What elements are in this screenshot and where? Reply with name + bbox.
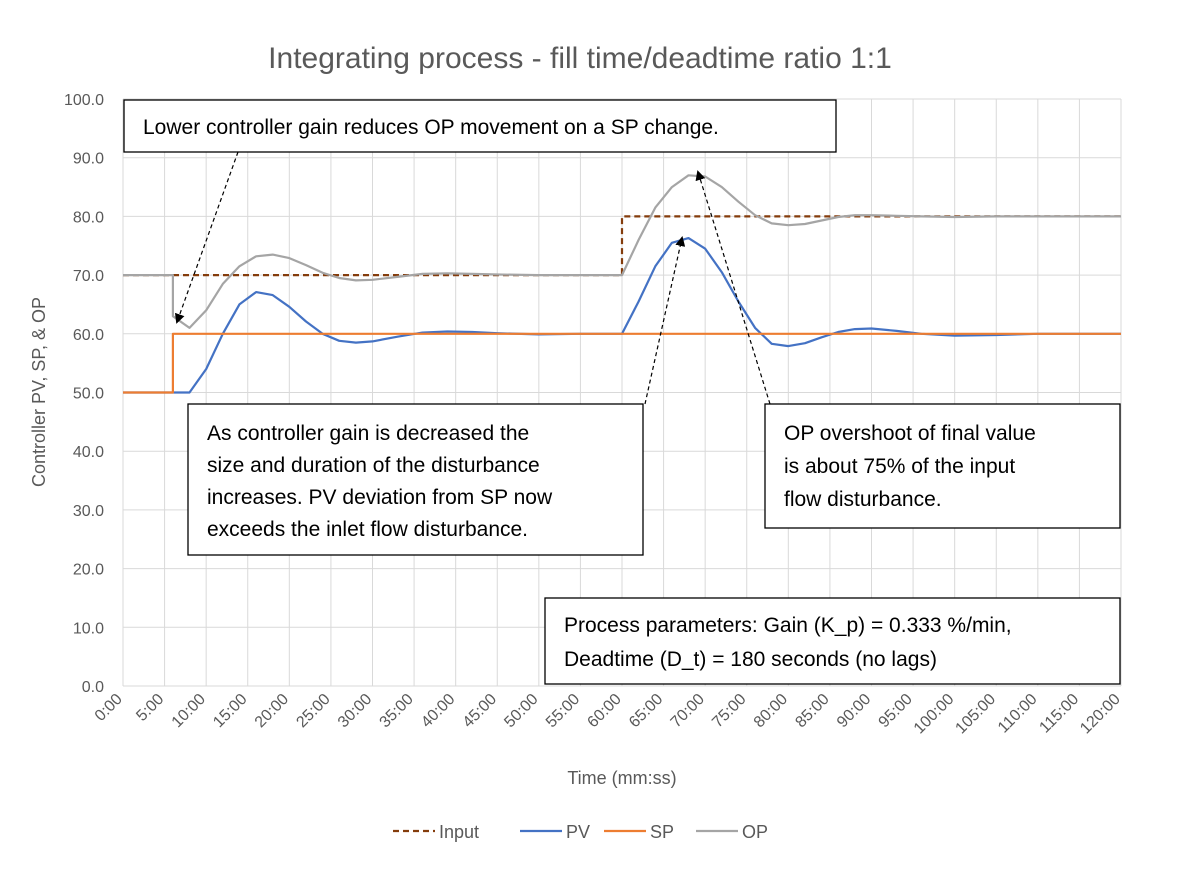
- y-tick-label: 60.0: [73, 327, 104, 344]
- series-line-op: [123, 174, 1121, 329]
- annotation-text: is about 75% of the input: [784, 455, 1015, 478]
- x-tick-label: 30:00: [335, 691, 375, 731]
- legend-label-op: OP: [742, 822, 768, 842]
- series-line-sp: [123, 332, 1121, 394]
- x-tick-label: 35:00: [377, 691, 417, 731]
- x-tick-label: 10:00: [169, 691, 209, 731]
- y-tick-label: 30.0: [73, 503, 104, 520]
- annotation-text: Deadtime (D_t) = 180 seconds (no lags): [564, 648, 937, 671]
- x-tick-label: 75:00: [709, 691, 749, 731]
- x-tick-label: 60:00: [584, 691, 624, 731]
- annotation-text: Lower controller gain reduces OP movemen…: [143, 116, 719, 139]
- y-axis-ticks: 0.0 10.0 20.0 30.0 40.0 50.0 60.0 70.0 80.0 90.0 1…: [64, 92, 104, 696]
- annotation-overshoot-note: OP overshoot of final value is about 75%…: [764, 403, 1121, 529]
- x-tick-label: 100:00: [911, 691, 958, 738]
- x-tick-label: 5:00: [133, 691, 167, 725]
- y-tick-label: 50.0: [73, 386, 104, 403]
- x-tick-label: 90:00: [834, 691, 874, 731]
- x-tick-label: 110:00: [995, 691, 1041, 737]
- y-tick-label: 20.0: [73, 562, 104, 579]
- chart-title: Integrating process - fill time/deadtime…: [268, 42, 892, 75]
- y-tick-label: 90.0: [73, 151, 104, 168]
- x-tick-label: 120:00: [1077, 691, 1124, 738]
- annotation-disturbance-note: As controller gain is decreased the size…: [187, 403, 644, 556]
- annotation-text: As controller gain is decreased the: [207, 422, 529, 445]
- x-tick-label: 40:00: [418, 691, 458, 731]
- annotation-params-note: Process parameters: Gain (K_p) = 0.333 %…: [544, 597, 1121, 685]
- x-axis-label: Time (mm:ss): [567, 768, 676, 788]
- annotation-text: increases. PV deviation from SP now: [207, 486, 553, 509]
- y-tick-label: 40.0: [73, 444, 104, 461]
- x-tick-label: 25:00: [293, 691, 333, 731]
- annotation-text: OP overshoot of final value: [784, 422, 1036, 445]
- y-axis-label: Controller PV, SP, & OP: [29, 297, 49, 487]
- annotation-text: Process parameters: Gain (K_p) = 0.333 %…: [564, 614, 1012, 637]
- x-tick-label: 55:00: [543, 691, 583, 731]
- arrow-gain-note: [174, 151, 239, 324]
- arrow-overshoot-note: [695, 170, 771, 405]
- x-axis-ticks: 0:00 5:00 10:00 15:00 20:00 25:00 30:00 35:00 40…: [92, 691, 1124, 738]
- y-tick-label: 0.0: [82, 679, 104, 696]
- x-tick-label: 80:00: [751, 691, 791, 731]
- x-tick-label: 115:00: [1036, 691, 1082, 737]
- x-tick-label: 70:00: [668, 691, 708, 731]
- x-tick-label: 15:00: [210, 691, 250, 731]
- series: [123, 174, 1121, 394]
- legend-label-pv: PV: [566, 822, 590, 842]
- x-tick-label: 85:00: [792, 691, 832, 731]
- x-tick-label: 50:00: [501, 691, 541, 731]
- annotation-text: size and duration of the disturbance: [207, 454, 540, 477]
- annotation-gain-note: Lower controller gain reduces OP movemen…: [123, 99, 837, 153]
- y-tick-label: 70.0: [73, 268, 104, 285]
- y-tick-label: 100.0: [64, 92, 104, 109]
- x-tick-label: 20:00: [252, 691, 292, 731]
- y-tick-label: 10.0: [73, 620, 104, 637]
- y-tick-label: 80.0: [73, 209, 104, 226]
- x-tick-label: 105:00: [952, 691, 999, 738]
- x-tick-label: 65:00: [626, 691, 666, 731]
- annotation-text: flow disturbance.: [784, 488, 942, 511]
- x-tick-label: 45:00: [460, 691, 500, 731]
- arrow-disturbance-note: [644, 236, 686, 405]
- series-line-pv: [123, 237, 1121, 394]
- legend-label-sp: SP: [650, 822, 674, 842]
- legend: Input PV SP OP: [393, 822, 768, 842]
- legend-label-input: Input: [439, 822, 479, 842]
- annotation-text: exceeds the inlet flow disturbance.: [207, 518, 528, 541]
